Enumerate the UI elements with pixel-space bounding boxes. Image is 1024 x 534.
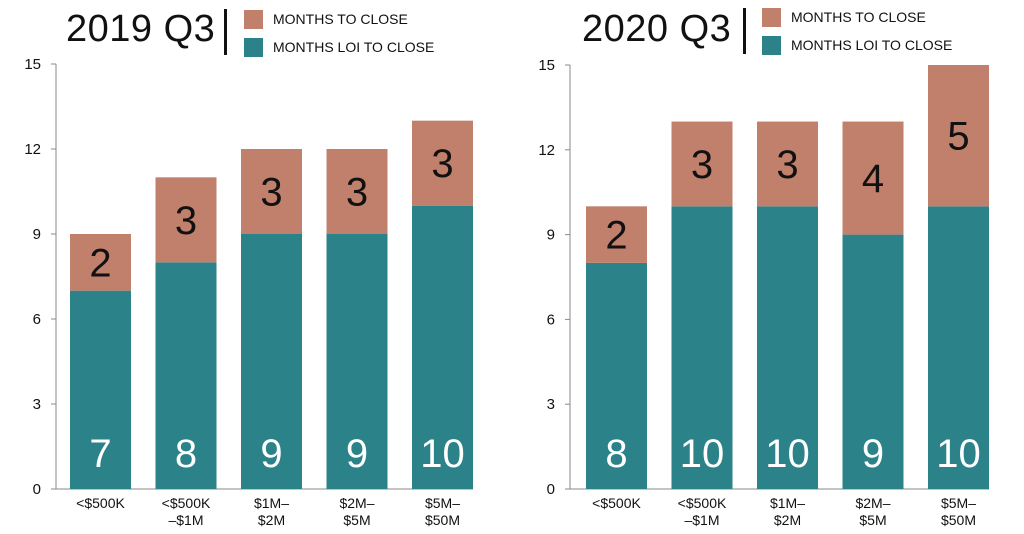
- y-tick-label: 15: [24, 56, 41, 73]
- x-tick-label: $1M–: [770, 495, 805, 511]
- legend-item-months-to-close-2019: MONTHS TO CLOSE: [244, 9, 408, 29]
- bar-months-loi-to-close: [671, 206, 733, 490]
- chart-title-2020: 2020 Q3: [582, 8, 732, 50]
- data-label-months-to-close: 2: [605, 214, 627, 258]
- y-tick-label: 3: [33, 396, 41, 413]
- bar-months-to-close: [70, 234, 131, 291]
- data-label-months-to-close: 5: [947, 115, 969, 159]
- x-tick-label: $5M–: [425, 495, 460, 511]
- x-tick-label: $5M–: [941, 495, 976, 511]
- data-label-months-to-close: 2: [89, 241, 111, 285]
- x-tick-label: <$500K: [76, 495, 125, 511]
- y-tick-label: 0: [33, 481, 41, 498]
- title-divider-2019: [224, 9, 227, 55]
- bar-months-loi-to-close: [412, 205, 473, 489]
- legend-item-months-to-close-2020: MONTHS TO CLOSE: [762, 7, 926, 27]
- chart-2019-svg: 0369121572<$500K83<$500K–$1M93$1M–$2M93$…: [24, 56, 473, 528]
- y-tick-label: 0: [547, 481, 555, 498]
- bar-months-to-close: [586, 206, 647, 263]
- legend-swatch-months-to-close-2019: [244, 9, 263, 29]
- legend-swatch-months-loi-to-close-2019: [244, 37, 263, 57]
- chart-title-2019: 2019 Q3: [66, 8, 216, 50]
- chart-panel-2019: 0 3 6 9 12 15 7 2 <$500K 8 3 <$500K –$1M 9 3 $1M– $2M 9 3 $…: [24, 8, 473, 528]
- legend-label-months-to-close-2019: MONTHS TO CLOSE: [273, 11, 408, 27]
- y-tick-label: 9: [547, 227, 555, 244]
- data-label-months-loi-to-close: 9: [862, 432, 884, 476]
- x-tick-label: $2M: [774, 512, 801, 528]
- x-tick-label: –$1M: [684, 512, 719, 528]
- bar-months-to-close: [671, 121, 733, 207]
- y-tick-label: 6: [547, 311, 555, 328]
- data-label-months-loi-to-close: 10: [765, 432, 810, 476]
- data-label-months-loi-to-close: 9: [260, 432, 282, 476]
- legend-label-months-to-close-2020: MONTHS TO CLOSE: [791, 9, 926, 25]
- data-label-months-loi-to-close: 8: [605, 432, 627, 476]
- data-label-months-to-close: 3: [691, 143, 713, 187]
- data-label-months-to-close: 3: [431, 142, 453, 186]
- bar-months-to-close: [757, 121, 818, 207]
- x-tick-label: <$500K: [592, 495, 641, 511]
- legend-label-months-loi-to-close-2020: MONTHS LOI TO CLOSE: [791, 37, 953, 53]
- y-tick-label: 9: [33, 226, 41, 243]
- x-tick-label: $2M–: [855, 495, 890, 511]
- title-divider-2020: [743, 8, 746, 54]
- y-tick-label: 12: [24, 141, 41, 158]
- data-label-months-to-close: 3: [776, 143, 798, 187]
- legend-swatch-months-to-close-2020: [762, 7, 781, 27]
- bar-months-loi-to-close: [928, 206, 989, 490]
- x-tick-label: $50M: [425, 512, 460, 528]
- data-label-months-loi-to-close: 10: [420, 432, 465, 476]
- bar-months-loi-to-close: [155, 262, 217, 489]
- legend-label-months-loi-to-close-2019: MONTHS LOI TO CLOSE: [273, 39, 435, 55]
- data-label-months-loi-to-close: 10: [680, 432, 725, 476]
- x-tick-label: –$1M: [168, 512, 203, 528]
- data-label-months-loi-to-close: 9: [346, 432, 368, 476]
- bar-months-loi-to-close: [842, 234, 904, 489]
- data-label-months-to-close: 4: [862, 157, 884, 201]
- data-label-months-to-close: 3: [260, 171, 282, 215]
- data-label-months-loi-to-close: 10: [936, 432, 981, 476]
- legend-item-months-loi-to-close-2020: MONTHS LOI TO CLOSE: [762, 35, 952, 55]
- bar-months-loi-to-close: [326, 234, 388, 489]
- data-label-months-to-close: 3: [346, 171, 368, 215]
- bar-months-to-close: [842, 121, 904, 235]
- x-tick-label: $1M–: [254, 495, 289, 511]
- legend-swatch-months-loi-to-close-2020: [762, 35, 781, 55]
- bar-months-to-close: [241, 149, 302, 234]
- y-tick-label: 15: [538, 57, 555, 74]
- data-label-months-loi-to-close: 7: [89, 432, 111, 476]
- bar-months-loi-to-close: [241, 234, 302, 489]
- data-label-months-loi-to-close: 8: [175, 432, 197, 476]
- chart-panel-2020: 0 3 6 9 12 15 8 2 <$500K 10 3 <$500K –$1M 10 3 $1M– $2M 9…: [512, 0, 1024, 534]
- data-label-months-to-close: 3: [175, 199, 197, 243]
- x-tick-label: $5M: [859, 512, 886, 528]
- bar-months-loi-to-close: [757, 206, 818, 490]
- y-tick-label: 12: [538, 142, 555, 159]
- y-tick-label: 6: [33, 311, 41, 328]
- y-tick-label: 3: [547, 396, 555, 413]
- bar-months-loi-to-close: [586, 262, 647, 489]
- chart-2020-svg: 0369121582<$500K103<$500K–$1M103$1M–$2M9…: [538, 57, 989, 528]
- x-tick-label: <$500K: [678, 495, 727, 511]
- bar-months-loi-to-close: [70, 290, 131, 489]
- x-tick-label: $2M: [258, 512, 285, 528]
- bar-months-to-close: [412, 120, 473, 206]
- bar-months-to-close: [155, 177, 217, 263]
- x-tick-label: $2M–: [339, 495, 374, 511]
- bar-months-to-close: [326, 149, 388, 234]
- legend-item-months-loi-to-close-2019: MONTHS LOI TO CLOSE: [244, 37, 434, 57]
- x-tick-label: <$500K: [162, 495, 211, 511]
- x-tick-label: $50M: [941, 512, 976, 528]
- bar-months-to-close: [928, 65, 989, 207]
- x-tick-label: $5M: [343, 512, 370, 528]
